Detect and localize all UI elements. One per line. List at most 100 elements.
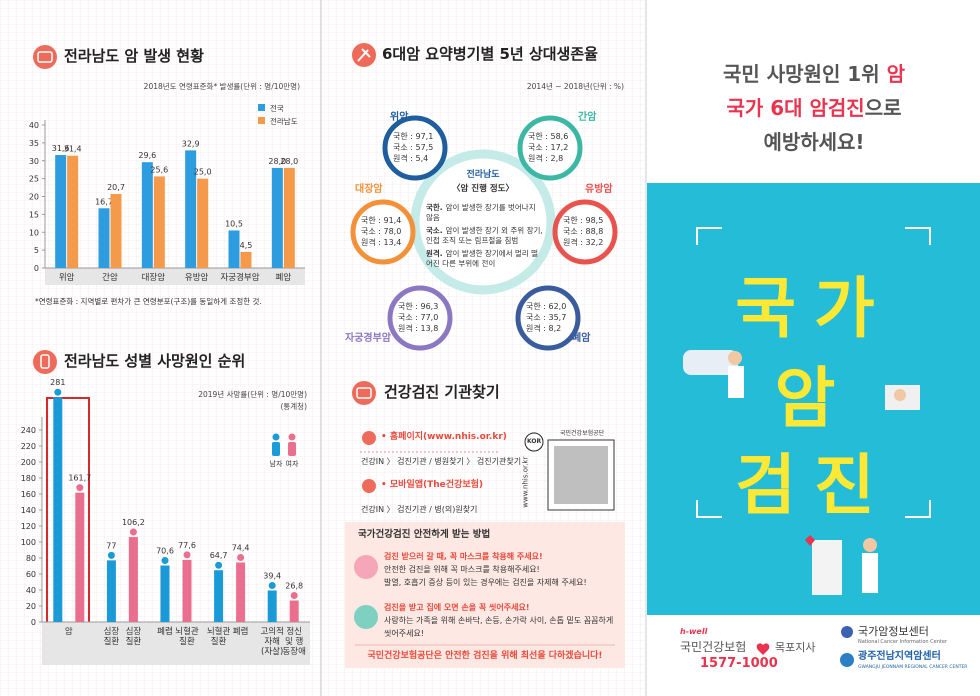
bar-label: 고의적 자해 (자살) <box>260 627 284 657</box>
definition-text: 암이 발생한 장기 외 주위 장기, 인접 조직 또는 림프절을 침범 <box>426 226 543 245</box>
x-tick-label: 간암 <box>102 272 118 283</box>
subtitle: 2014년 ~ 2018년(단위 : %) <box>526 82 624 91</box>
cancer-name: 유방암 <box>585 184 613 195</box>
value-label: 77,6 <box>178 541 196 550</box>
survival-rows: 국한 : 58,6 국소 : 17,2 원격 : 2,8 <box>528 131 580 164</box>
survival-row: 원격 : 13,4 <box>361 238 402 247</box>
icon <box>354 605 378 629</box>
cancer-name: 폐암 <box>572 333 591 344</box>
survival-row: 국소 : 78,0 <box>361 227 402 236</box>
headline-text: 국민 사망원인 1위 <box>722 62 880 86</box>
y-tick-label: 25 <box>29 175 39 184</box>
survival-row: 원격 : 32,2 <box>563 238 604 247</box>
tip-line: 발열, 호흡기 증상 등이 있는 경우에는 검진을 자제해 주세요! <box>384 578 587 587</box>
legend-icon <box>288 433 296 441</box>
tip-heading: 검진을 받고 집에 오면 손을 꼭 씻어주세요! <box>384 603 530 612</box>
icon <box>33 350 57 374</box>
legend-swatch <box>258 117 265 124</box>
value-label: 31,4 <box>64 145 82 154</box>
value-label: 28,0 <box>280 157 298 166</box>
definition-text: 암이 발생한 장기에서 멀리 떨어진 다른 부위에 전이 <box>426 249 538 268</box>
chart-subtitle: 2018년도 연령표준화* 발생률(단위 : 명/10만명) <box>143 82 300 91</box>
cover-title: 암 <box>774 360 854 437</box>
survival-rows: 국한 : 62,0 국소 : 35,7 원격 : 8,2 <box>526 301 578 334</box>
value-label: 28,0 <box>268 157 286 166</box>
icon <box>37 51 53 63</box>
survival-row: 원격 : 8,2 <box>526 324 562 333</box>
tip-line: 사랑하는 가족을 위해 손바닥, 손등, 손가락 사이, 손톱 밑도 꼼꼼하게 <box>384 616 614 625</box>
x-tick-label: 자궁경부암 <box>220 272 259 283</box>
bar <box>160 565 170 622</box>
value-label: 25,6 <box>150 165 168 174</box>
bar-label: 심장 질환 <box>103 627 120 647</box>
tip-heading: 검진 받으러 갈 때, 꼭 마스크를 착용해 주세요! <box>384 552 543 561</box>
icon <box>362 431 376 445</box>
survival-row: 국한 : 97,1 <box>393 132 434 141</box>
bar <box>55 155 67 268</box>
org-name: 광주전남지역암센터 <box>858 651 941 662</box>
survival-row: 국한 : 62,0 <box>526 302 567 311</box>
headline: 예방하세요! <box>648 126 980 155</box>
survival-row: 국한 : 98,5 <box>563 216 604 225</box>
value-label: 16,7 <box>95 197 113 206</box>
tip-line: 씻어주세요! <box>384 629 425 638</box>
survival-row: 국소 : 77,0 <box>398 313 439 322</box>
y-tick-label: 0 <box>31 618 36 627</box>
qr-pattern <box>554 446 608 504</box>
survival-rows: 국한 : 98,5 국소 : 88,8 원격 : 32,2 <box>563 215 615 248</box>
value-label: 77 <box>106 541 116 550</box>
legend-label: 전라남도 <box>270 116 298 126</box>
link-path: 건강IN 〉 검진기관 / 병(의)원찾기 <box>361 505 478 514</box>
value-label: 64,7 <box>210 551 228 560</box>
y-tick-label: 20 <box>29 193 39 202</box>
cancer-name: 간암 <box>578 112 597 123</box>
safety-box <box>345 522 625 668</box>
survival-rows: 국한 : 91,4 국소 : 78,0 원격 : 13,4 <box>361 215 413 248</box>
value-label: 106,2 <box>122 518 145 527</box>
heart-logo <box>756 643 770 655</box>
axis-band <box>45 268 305 285</box>
bar <box>197 178 209 268</box>
bar <box>214 570 224 622</box>
person-head <box>54 388 62 396</box>
bar-label: 뇌혈관 질환 <box>206 627 231 647</box>
value-label: 31,6 <box>52 144 70 153</box>
legend-icon <box>288 442 296 456</box>
safety-footer: 국민건강보험공단은 안전한 검진을 위해 최선을 다하겠습니다! <box>367 651 603 661</box>
bar <box>182 559 192 622</box>
y-tick-label: 100 <box>21 538 36 547</box>
illustration <box>683 350 920 595</box>
headline-text: 으로 <box>864 96 902 120</box>
brackets <box>696 227 931 518</box>
link-path: 건강IN 〉 검진기관 / 병원찾기 〉 검진기관찾기 <box>361 457 522 466</box>
cancer-circles <box>350 115 618 351</box>
section-title: 건강검진 기관찾기 <box>384 383 500 401</box>
value-label: 74,4 <box>232 543 250 552</box>
value-label: 161,7 <box>68 474 91 483</box>
y-tick-label: 40 <box>29 121 39 130</box>
person-head <box>76 484 84 492</box>
bar <box>240 251 252 268</box>
link-label: • 홈페이지(www.nhis.or.kr) <box>381 432 507 442</box>
survival-row: 국한 : 91,4 <box>361 216 402 225</box>
icon <box>357 48 371 62</box>
value-label: 20,7 <box>107 183 125 192</box>
bar-label: 폐렴 <box>232 627 249 637</box>
bar <box>228 230 240 268</box>
person-head <box>129 528 137 536</box>
x-tick-label: 폐암 <box>276 272 292 283</box>
icon <box>40 354 50 369</box>
headline-accent: 암 <box>886 62 906 86</box>
section-title: 전라남도 성별 사망원인 순위 <box>64 352 246 370</box>
bar <box>271 167 283 268</box>
value-label: 26,8 <box>285 582 303 591</box>
legend-label: 전국 <box>270 103 284 113</box>
definition: 국소. 암이 발생한 장기 외 주위 장기, 인접 조직 또는 림프절을 침범 <box>426 226 544 246</box>
brand: h-well <box>680 627 708 636</box>
headline: 국민 사망원인 1위 암 <box>648 58 980 87</box>
legend-icon <box>272 442 280 456</box>
center-title: 전라남도 <box>466 170 500 180</box>
center-circle <box>410 149 556 295</box>
y-tick-label: 180 <box>21 474 36 483</box>
